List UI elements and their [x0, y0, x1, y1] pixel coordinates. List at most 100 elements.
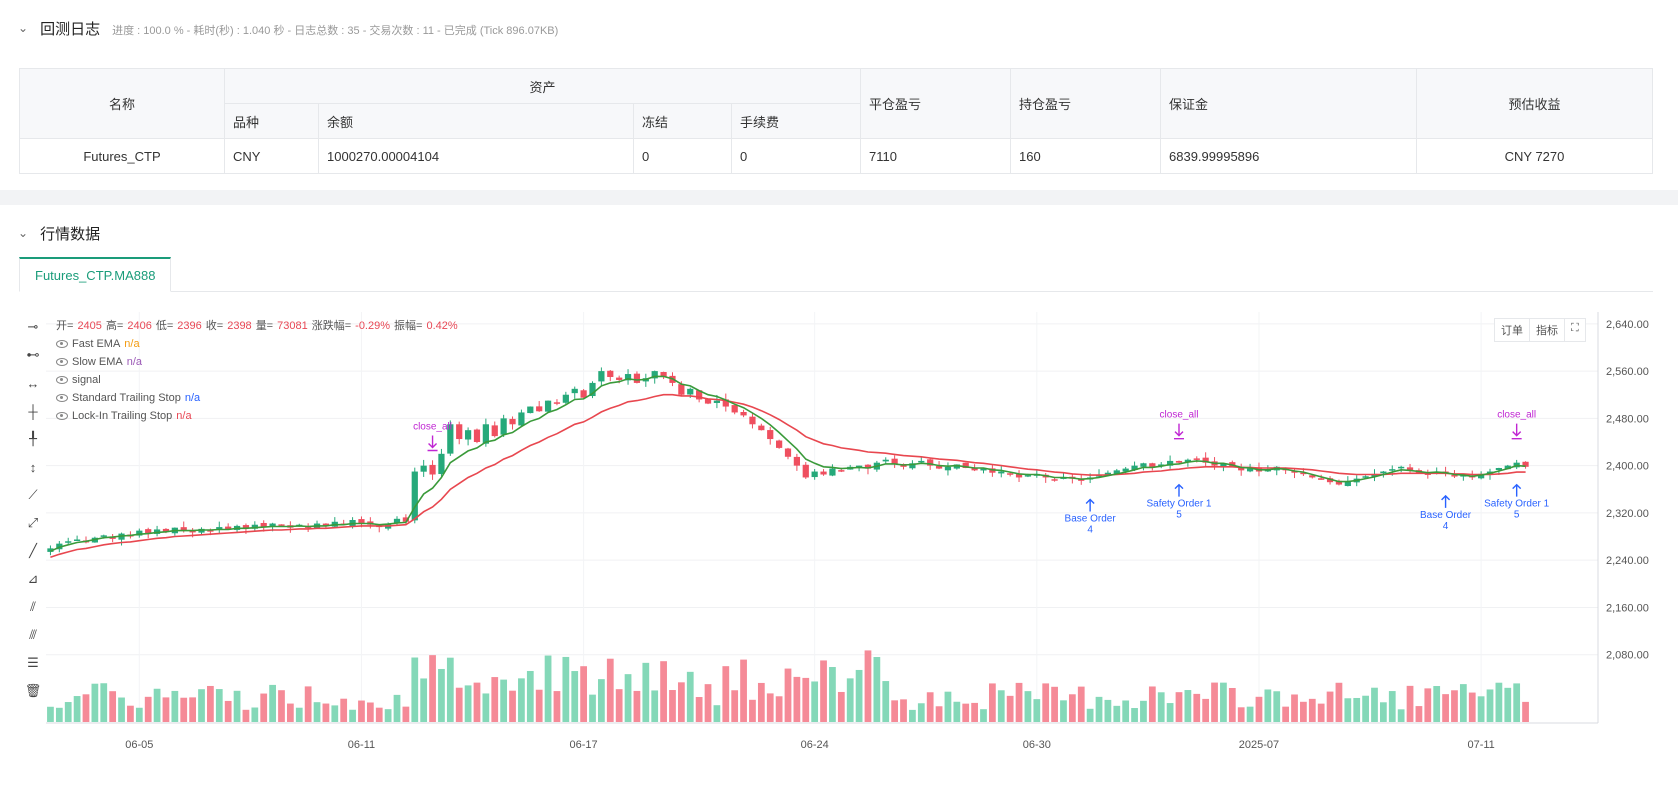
volume-bar	[989, 683, 996, 722]
volume-bar	[127, 705, 134, 722]
volume-bar	[1326, 691, 1334, 722]
horizontal-line-icon[interactable]: ⊸	[27, 319, 39, 334]
legend-label: Fast EMA	[72, 338, 121, 350]
volume-bar	[935, 706, 943, 722]
candle-body	[767, 430, 774, 440]
candle-body	[1193, 458, 1200, 460]
candle-body	[553, 402, 561, 404]
candle-body	[1024, 475, 1032, 477]
legend-signal[interactable]: signal	[56, 371, 458, 389]
eye-icon[interactable]	[56, 358, 68, 366]
indicators-button[interactable]: 指标	[1530, 319, 1565, 341]
candle-body	[802, 464, 809, 478]
fullscreen-icon[interactable]: ⛶	[1571, 322, 1579, 334]
candle-body	[891, 458, 898, 465]
candle-body	[189, 530, 196, 533]
eye-icon[interactable]	[56, 340, 68, 348]
fib-retracement-icon[interactable]: ☰	[27, 655, 39, 670]
candle-body	[1104, 472, 1112, 476]
legend-slow-ema[interactable]: Slow EMA n/a	[56, 353, 458, 371]
extended-line-icon[interactable]: ↔	[26, 375, 40, 391]
volume-bar	[1148, 686, 1156, 722]
volume-bar	[677, 682, 685, 722]
candle-body	[1131, 465, 1138, 470]
candle-body	[225, 526, 232, 530]
candle-body	[162, 528, 170, 532]
candle-body	[1122, 468, 1129, 472]
volume-bar	[1220, 682, 1227, 722]
volume-bar	[1006, 695, 1014, 722]
volume-bar	[1051, 686, 1058, 722]
volume-bar	[1246, 706, 1254, 722]
change-value: -0.29%	[355, 320, 391, 332]
cell-est-profit: CNY 7270	[1416, 138, 1653, 174]
volume-bar	[864, 650, 872, 722]
volume-bar	[340, 698, 348, 722]
orders-button[interactable]: 订单	[1495, 319, 1530, 341]
volume-bar	[464, 685, 472, 722]
market-header[interactable]: ⌄ 行情数据	[18, 223, 100, 244]
chevron-down-icon[interactable]: ⌄	[18, 226, 29, 240]
fib-channel-icon[interactable]: ⫻	[29, 627, 37, 642]
volume-bar	[233, 690, 241, 722]
log-header[interactable]: ⌄ 回测日志 进度 : 100.0 % - 耗时(秒) : 1.040 秒 - …	[18, 18, 558, 39]
candle-body	[616, 377, 623, 380]
candle-body	[500, 418, 507, 435]
volume-bar	[411, 657, 419, 722]
trash-icon[interactable]: 🗑	[24, 683, 42, 698]
vertical-segment-icon[interactable]: ╀	[29, 431, 37, 446]
volume-bar	[900, 699, 907, 722]
volume-bar	[1362, 695, 1369, 722]
close-all-arrow-icon	[1511, 423, 1522, 440]
volume-bar	[1264, 689, 1272, 722]
candle-body	[1166, 460, 1174, 466]
legend-fast-ema[interactable]: Fast EMA n/a	[56, 335, 458, 353]
trend-line-icon[interactable]: ⟋	[28, 487, 38, 502]
ray-line-icon[interactable]: ⤢	[27, 515, 39, 530]
volume-bar	[811, 681, 819, 722]
volume-bar	[64, 702, 72, 722]
legend-lockin-trailing-stop[interactable]: Lock-In Trailing Stop n/a	[56, 407, 458, 425]
low-label: 低=	[155, 320, 174, 332]
high-label: 高=	[105, 320, 124, 332]
legend-standard-trailing-stop[interactable]: Standard Trailing Stop n/a	[56, 389, 458, 407]
eye-icon[interactable]	[56, 376, 68, 384]
candle-body	[687, 388, 694, 395]
volume-bar	[1228, 687, 1236, 722]
candle-body	[438, 453, 445, 475]
vertical-line-icon[interactable]: ┼	[28, 403, 38, 419]
candlestick-chart[interactable]: 2,640.00 2,560.00 2,480.00 2,400.00 2,320.00…	[0, 302, 1678, 807]
tab-symbol[interactable]: Futures_CTP.MA888	[19, 257, 172, 292]
candle-body	[1326, 478, 1334, 483]
volume-bar	[73, 696, 81, 722]
legend-value: n/a	[126, 356, 143, 368]
candle-body	[269, 523, 276, 527]
price-label-icon[interactable]: ⊿	[27, 571, 39, 586]
volume-bar	[491, 677, 499, 722]
candle-body	[1335, 480, 1343, 485]
volume-bar	[917, 703, 925, 722]
eye-icon[interactable]	[56, 394, 68, 402]
volume-bar	[642, 662, 650, 722]
candle-body	[784, 448, 792, 457]
horizontal-ray-icon[interactable]: ⊷	[26, 347, 40, 362]
candle-body	[1424, 473, 1431, 475]
table-row: Futures_CTP CNY 1000270.00004104 0 0 711…	[19, 138, 1653, 174]
candle-body	[1522, 461, 1529, 467]
vertical-arrow-icon[interactable]: ↕	[29, 459, 37, 475]
candle-body	[1175, 460, 1183, 463]
chevron-down-icon[interactable]: ⌄	[18, 21, 29, 35]
volume-bar	[757, 682, 765, 722]
volume-bar	[891, 700, 899, 722]
volume-bar	[997, 690, 1005, 722]
eye-icon[interactable]	[56, 412, 68, 420]
candle-body	[65, 541, 72, 543]
volume-bar	[366, 702, 374, 722]
segment-icon[interactable]: ╱	[29, 543, 37, 558]
volume-bar	[971, 702, 978, 722]
volume-bar	[402, 706, 410, 722]
volume-bar	[1424, 688, 1432, 722]
parallel-channel-icon[interactable]: ⫽	[30, 599, 36, 614]
volume-bar	[1211, 682, 1218, 722]
cell-fee: 0	[731, 138, 861, 174]
